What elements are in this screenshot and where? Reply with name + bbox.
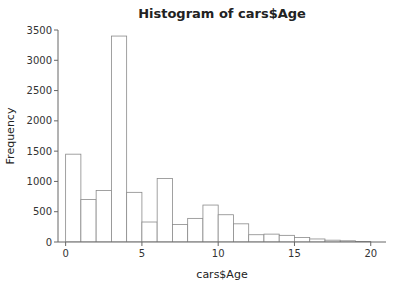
histogram-bar	[188, 218, 203, 242]
x-axis-label: cars$Age	[196, 268, 248, 281]
y-tick	[54, 120, 58, 121]
y-tick-label: 2500	[27, 85, 52, 96]
y-tick-label: 1000	[27, 176, 52, 187]
x-tick	[65, 242, 66, 246]
y-tick-label: 3500	[27, 25, 52, 36]
y-tick	[54, 211, 58, 212]
y-tick	[54, 151, 58, 152]
x-tick	[141, 242, 142, 246]
histogram-bar	[66, 154, 81, 242]
y-tick	[54, 181, 58, 182]
y-tick-label: 2000	[27, 115, 52, 126]
histogram-bar	[203, 205, 218, 242]
histogram-bar	[142, 222, 157, 242]
histogram-bar	[233, 224, 248, 242]
histogram-bar	[157, 178, 172, 242]
histogram-bar	[264, 234, 279, 242]
y-tick-label: 500	[33, 206, 52, 217]
y-axis-line	[58, 30, 59, 242]
y-tick	[54, 60, 58, 61]
x-tick-label: 10	[212, 248, 225, 259]
histogram-bar	[96, 191, 111, 242]
histogram-bar	[249, 235, 264, 242]
histogram-bar	[218, 215, 233, 242]
x-tick	[218, 242, 219, 246]
histogram-bar	[127, 192, 142, 242]
histogram-bar	[172, 224, 187, 242]
x-axis-line	[58, 242, 386, 243]
y-axis-label: Frequency	[4, 107, 17, 164]
chart: 0 5 10 15 20 0 500 1000 1500 2000 2500 3000 3500 Hist…	[0, 0, 400, 288]
y-tick-label: 0	[46, 237, 52, 248]
x-tick	[370, 242, 371, 246]
x-tick-label: 0	[62, 248, 68, 259]
title: Histogram of cars$Age	[138, 6, 306, 21]
y-tick	[54, 30, 58, 31]
histogram-bar	[111, 36, 126, 242]
histogram-bar	[81, 200, 96, 242]
y-tick-label: 3000	[27, 55, 52, 66]
histogram-bar	[294, 237, 309, 242]
y-tick-label: 1500	[27, 146, 52, 157]
y-tick	[54, 90, 58, 91]
x-tick	[294, 242, 295, 246]
bars	[66, 36, 371, 242]
x-tick-label: 15	[288, 248, 301, 259]
histogram-bar	[279, 235, 294, 242]
y-tick	[54, 242, 58, 243]
x-tick-label: 5	[139, 248, 145, 259]
x-tick-label: 20	[364, 248, 377, 259]
